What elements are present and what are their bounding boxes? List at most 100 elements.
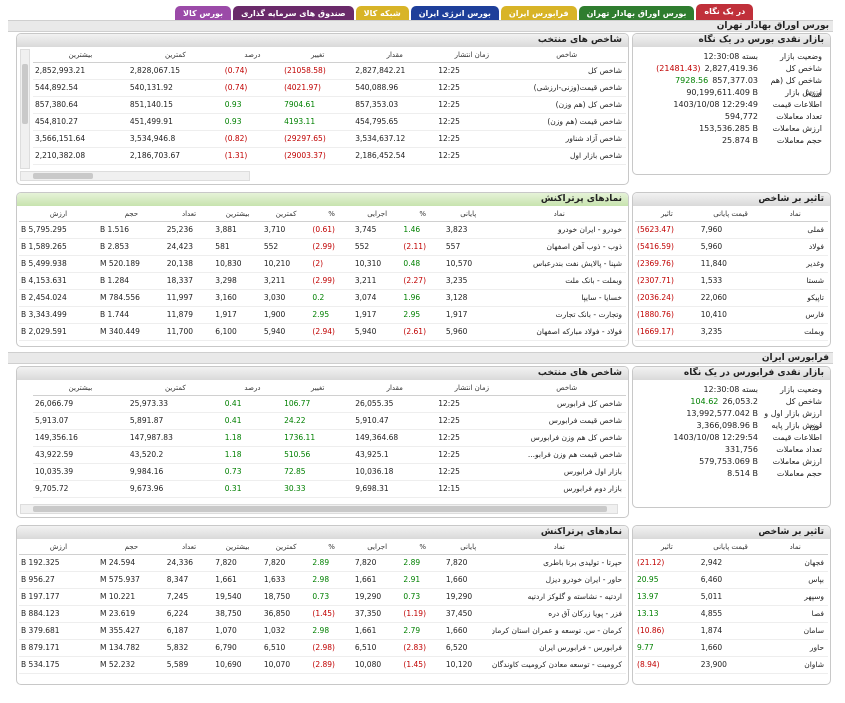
column-header[interactable]: ارزش <box>19 208 98 222</box>
column-header[interactable]: % <box>401 541 444 555</box>
symbol-cell[interactable]: شاخص بازار اول <box>507 147 626 165</box>
symbol-cell[interactable]: فجهان <box>762 554 828 572</box>
symbol-cell[interactable]: فصا <box>762 605 828 623</box>
symbol-cell[interactable]: وسپهر <box>762 588 828 606</box>
symbol-cell[interactable]: اردتیه - نشاسته و گلوکز اردتیه <box>492 588 626 606</box>
tab-6[interactable]: بورس کالا <box>175 6 232 22</box>
symbol-cell[interactable]: سامان <box>762 622 828 640</box>
tab-5[interactable]: صندوق های سرمایه گذاری <box>233 6 354 22</box>
column-header[interactable]: % <box>401 208 444 222</box>
symbol-cell[interactable]: وبملت <box>762 323 828 341</box>
value-cell: 355.427 M <box>97 622 165 640</box>
tab-4[interactable]: شبکه کالا <box>355 6 409 22</box>
symbol-cell[interactable]: ذوب - ذوب آهن اصفهان <box>492 238 626 256</box>
column-header[interactable]: درصد <box>222 49 283 63</box>
market-label: ارزش معاملات <box>772 124 822 133</box>
symbol-cell[interactable]: حاور - ایران خودرو دیزل <box>492 571 626 589</box>
symbol-cell[interactable]: وتجارت - بانک تجارت <box>492 306 626 324</box>
tab-3[interactable]: بورس انرژی ایران <box>410 6 499 22</box>
column-header[interactable]: کمترین <box>127 382 223 396</box>
symbol-cell[interactable]: وبملت - بانک ملت <box>492 272 626 290</box>
symbol-cell[interactable]: فرابورس - فرابورس ایران <box>492 639 626 657</box>
symbol-cell[interactable]: شاخص کل <box>507 62 626 80</box>
symbol-cell[interactable]: کرومیت - توسعه معادن کرومیت کاوندگان <box>492 656 626 674</box>
column-header[interactable]: نماد <box>762 208 828 222</box>
column-header[interactable]: قیمت پایانی <box>698 208 763 222</box>
value-cell: (10.86) <box>635 622 699 640</box>
symbol-cell[interactable]: شاخص کل هم وزن فرابورس <box>507 429 626 447</box>
column-header[interactable]: نماد <box>492 208 626 222</box>
value-cell: 5,891.87 <box>127 412 223 430</box>
column-header[interactable]: تعداد <box>164 541 214 555</box>
column-header[interactable]: حجم <box>97 541 165 555</box>
symbol-cell[interactable]: کرمان - س. توسعه و عمران استان کرمان <box>492 622 626 640</box>
column-header[interactable]: نماد <box>762 541 828 555</box>
column-header[interactable]: مقدار <box>353 382 437 396</box>
value-cell: 18,750 <box>261 588 311 606</box>
column-header[interactable]: درصد <box>222 382 283 396</box>
column-header[interactable]: پایانی <box>443 541 493 555</box>
column-header[interactable]: مقدار <box>353 49 437 63</box>
tab-0[interactable]: در یک نگاه <box>696 4 754 22</box>
symbol-cell[interactable]: حاور <box>762 639 828 657</box>
symbol-cell[interactable]: شاخص قیمت (هم وزن) <box>507 113 626 131</box>
column-header[interactable]: تاثیر <box>635 208 699 222</box>
column-header[interactable]: بیشترین <box>213 541 262 555</box>
column-header[interactable]: ارزش <box>19 541 98 555</box>
symbol-cell[interactable]: فملی <box>762 221 828 239</box>
value-cell: 340.449 M <box>97 323 165 341</box>
column-header[interactable]: حجم <box>97 208 165 222</box>
symbol-cell[interactable]: حپرتا - تولیدی برنا باطری <box>492 554 626 572</box>
symbol-cell[interactable]: فولاد - فولاد مبارکه اصفهان <box>492 323 626 341</box>
symbol-cell[interactable]: خودرو - ایران خودرو <box>492 221 626 239</box>
column-header[interactable]: % <box>310 208 353 222</box>
value-cell: 5,910.47 <box>353 412 437 430</box>
column-header[interactable]: زمان انتشار <box>436 49 508 63</box>
symbol-cell[interactable]: شاخص قیمت(وزنی-ارزشی) <box>507 79 626 97</box>
symbol-cell[interactable]: فارس <box>762 306 828 324</box>
tab-1[interactable]: بورس اوراق بهادار تهران <box>578 6 695 22</box>
column-header[interactable]: شاخص <box>507 49 626 63</box>
column-header[interactable]: زمان انتشار <box>436 382 508 396</box>
column-header[interactable]: % <box>310 541 353 555</box>
tse-indices-vscroll[interactable] <box>20 49 30 169</box>
symbol-cell[interactable]: بازار اول فرابورس <box>507 463 626 481</box>
symbol-cell[interactable]: شاخص قیمت هم وزن فرابو... <box>507 446 626 464</box>
column-header[interactable]: تغییر <box>282 49 354 63</box>
symbol-cell[interactable]: شاخص کل (هم وزن) <box>507 96 626 114</box>
symbol-cell[interactable]: شاوان <box>762 656 828 674</box>
symbol-cell[interactable]: فولاد <box>762 238 828 256</box>
symbol-cell[interactable]: وغدیر <box>762 255 828 273</box>
column-header[interactable]: بیشترین <box>33 382 128 396</box>
ifb-indices-hscroll[interactable] <box>20 504 618 514</box>
column-header[interactable]: نماد <box>492 541 626 555</box>
column-header[interactable]: پایانی <box>443 208 493 222</box>
value-cell: 3,298 <box>213 272 262 290</box>
column-header[interactable]: بیشترین <box>33 49 128 63</box>
symbol-cell[interactable]: فزر - پویا زرکان آق دره <box>492 605 626 623</box>
column-header[interactable]: کمترین <box>261 541 311 555</box>
symbol-cell[interactable]: خسایا - سایپا <box>492 289 626 307</box>
symbol-cell[interactable]: شستا <box>762 272 828 290</box>
symbol-cell[interactable]: بازار دوم فرابورس <box>507 480 626 498</box>
symbol-cell[interactable]: تاپیکو <box>762 289 828 307</box>
symbol-cell[interactable]: شاخص آزاد شناور <box>507 130 626 148</box>
column-header[interactable]: اجرایی <box>352 541 402 555</box>
tab-2[interactable]: فرابورس ایران <box>500 6 577 22</box>
symbol-cell[interactable]: بپاس <box>762 571 828 589</box>
symbol-cell[interactable]: شاخص قیمت فرابورس <box>507 412 626 430</box>
column-header[interactable]: اجرایی <box>352 208 402 222</box>
market-value-cell: بسته 12:30:08 <box>637 384 758 396</box>
market-value: 13,992,577.042 B <box>686 409 758 418</box>
column-header[interactable]: شاخص <box>507 382 626 396</box>
column-header[interactable]: تغییر <box>282 382 354 396</box>
column-header[interactable]: بیشترین <box>213 208 262 222</box>
column-header[interactable]: کمترین <box>127 49 223 63</box>
column-header[interactable]: کمترین <box>261 208 311 222</box>
symbol-cell[interactable]: شپنا - پالایش نفت بندرعباس <box>492 255 626 273</box>
column-header[interactable]: تاثیر <box>635 541 699 555</box>
tse-indices-hscroll[interactable] <box>20 171 250 181</box>
column-header[interactable]: قیمت پایانی <box>698 541 763 555</box>
symbol-cell[interactable]: شاخص کل فرابورس <box>507 395 626 413</box>
column-header[interactable]: تعداد <box>164 208 214 222</box>
